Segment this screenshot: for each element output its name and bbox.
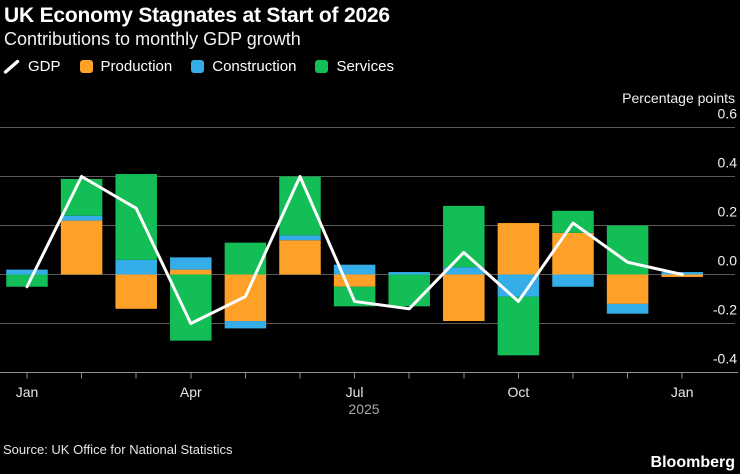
bar-apr-2025-services [170, 274, 212, 341]
bar-jul-2025-construction [333, 264, 376, 275]
bar-dec-2025-construction [606, 303, 649, 314]
bar-may-2025-construction [224, 321, 267, 329]
chart-legend: GDP Production Construction Services [3, 58, 394, 75]
legend-item-services: Services [315, 58, 394, 75]
bar-nov-2025-construction [552, 274, 594, 287]
gdp-line-icon [3, 59, 20, 75]
bar-may-2025-services [224, 242, 267, 275]
bar-aug-2025-services [388, 274, 430, 307]
bar-dec-2025-production [606, 274, 649, 304]
bar-feb-2025-production [60, 220, 103, 275]
bar-jan-2025-construction [6, 269, 48, 275]
legend-item-construction: Construction [191, 58, 296, 75]
month-label-oct-9: Oct [508, 384, 530, 400]
bar-apr-2025-production [170, 269, 212, 275]
bar-sep-2025-services [443, 205, 485, 268]
legend-label-services: Services [336, 58, 394, 75]
y-tick-label--0.4: -0.4 [713, 351, 737, 367]
y-tick-label-0.2: 0.2 [718, 204, 738, 220]
y-tick-label-0.4: 0.4 [718, 155, 738, 171]
y-tick-label-0.0: 0.0 [718, 253, 738, 269]
month-label-jan-12: Jan [671, 384, 694, 400]
bar-feb-2025-construction [60, 215, 103, 221]
y-tick-label--0.2: -0.2 [713, 302, 737, 318]
gdp-line [25, 175, 684, 325]
legend-label-production: Production [100, 58, 173, 75]
chart-title: UK Economy Stagnates at Start of 2026 [4, 4, 390, 27]
bar-mar-2025-services [115, 174, 157, 260]
bar-aug-2025-construction [388, 272, 430, 275]
bar-apr-2025-construction [170, 257, 212, 270]
bar-oct-2025-production [497, 223, 540, 275]
month-label-apr-3: Apr [180, 384, 202, 400]
bar-jan-2025-services [6, 274, 48, 287]
month-label-jul-6: Jul [346, 384, 364, 400]
year-label: 2025 [348, 401, 379, 417]
bar-nov-2025-production [552, 232, 594, 275]
bar-mar-2025-production [115, 274, 157, 309]
bar-oct-2025-construction [497, 274, 540, 297]
legend-item-gdp: GDP [3, 58, 61, 75]
legend-label-gdp: GDP [28, 58, 61, 75]
bar-sep-2025-production [443, 274, 485, 322]
bar-mar-2025-construction [115, 259, 157, 275]
bar-oct-2025-services [497, 296, 540, 356]
bar-sep-2025-construction [443, 267, 485, 275]
bloomberg-logo: Bloomberg [650, 454, 735, 471]
legend-label-construction: Construction [212, 58, 297, 75]
legend-item-production: Production [79, 58, 173, 75]
bar-jul-2025-production [333, 274, 376, 287]
source-note: Source: UK Office for National Statistic… [3, 442, 233, 457]
y-axis-unit-label: Percentage points [622, 90, 735, 106]
y-tick-label-0.6: 0.6 [718, 106, 738, 122]
month-label-jan-0: Jan [16, 384, 39, 400]
services-swatch-icon [315, 60, 329, 73]
bar-jun-2025-production [279, 240, 321, 275]
chart-subtitle: Contributions to monthly GDP growth [4, 29, 301, 49]
production-swatch-icon [79, 60, 93, 73]
bar-jun-2025-construction [279, 235, 321, 241]
construction-swatch-icon [191, 60, 205, 73]
